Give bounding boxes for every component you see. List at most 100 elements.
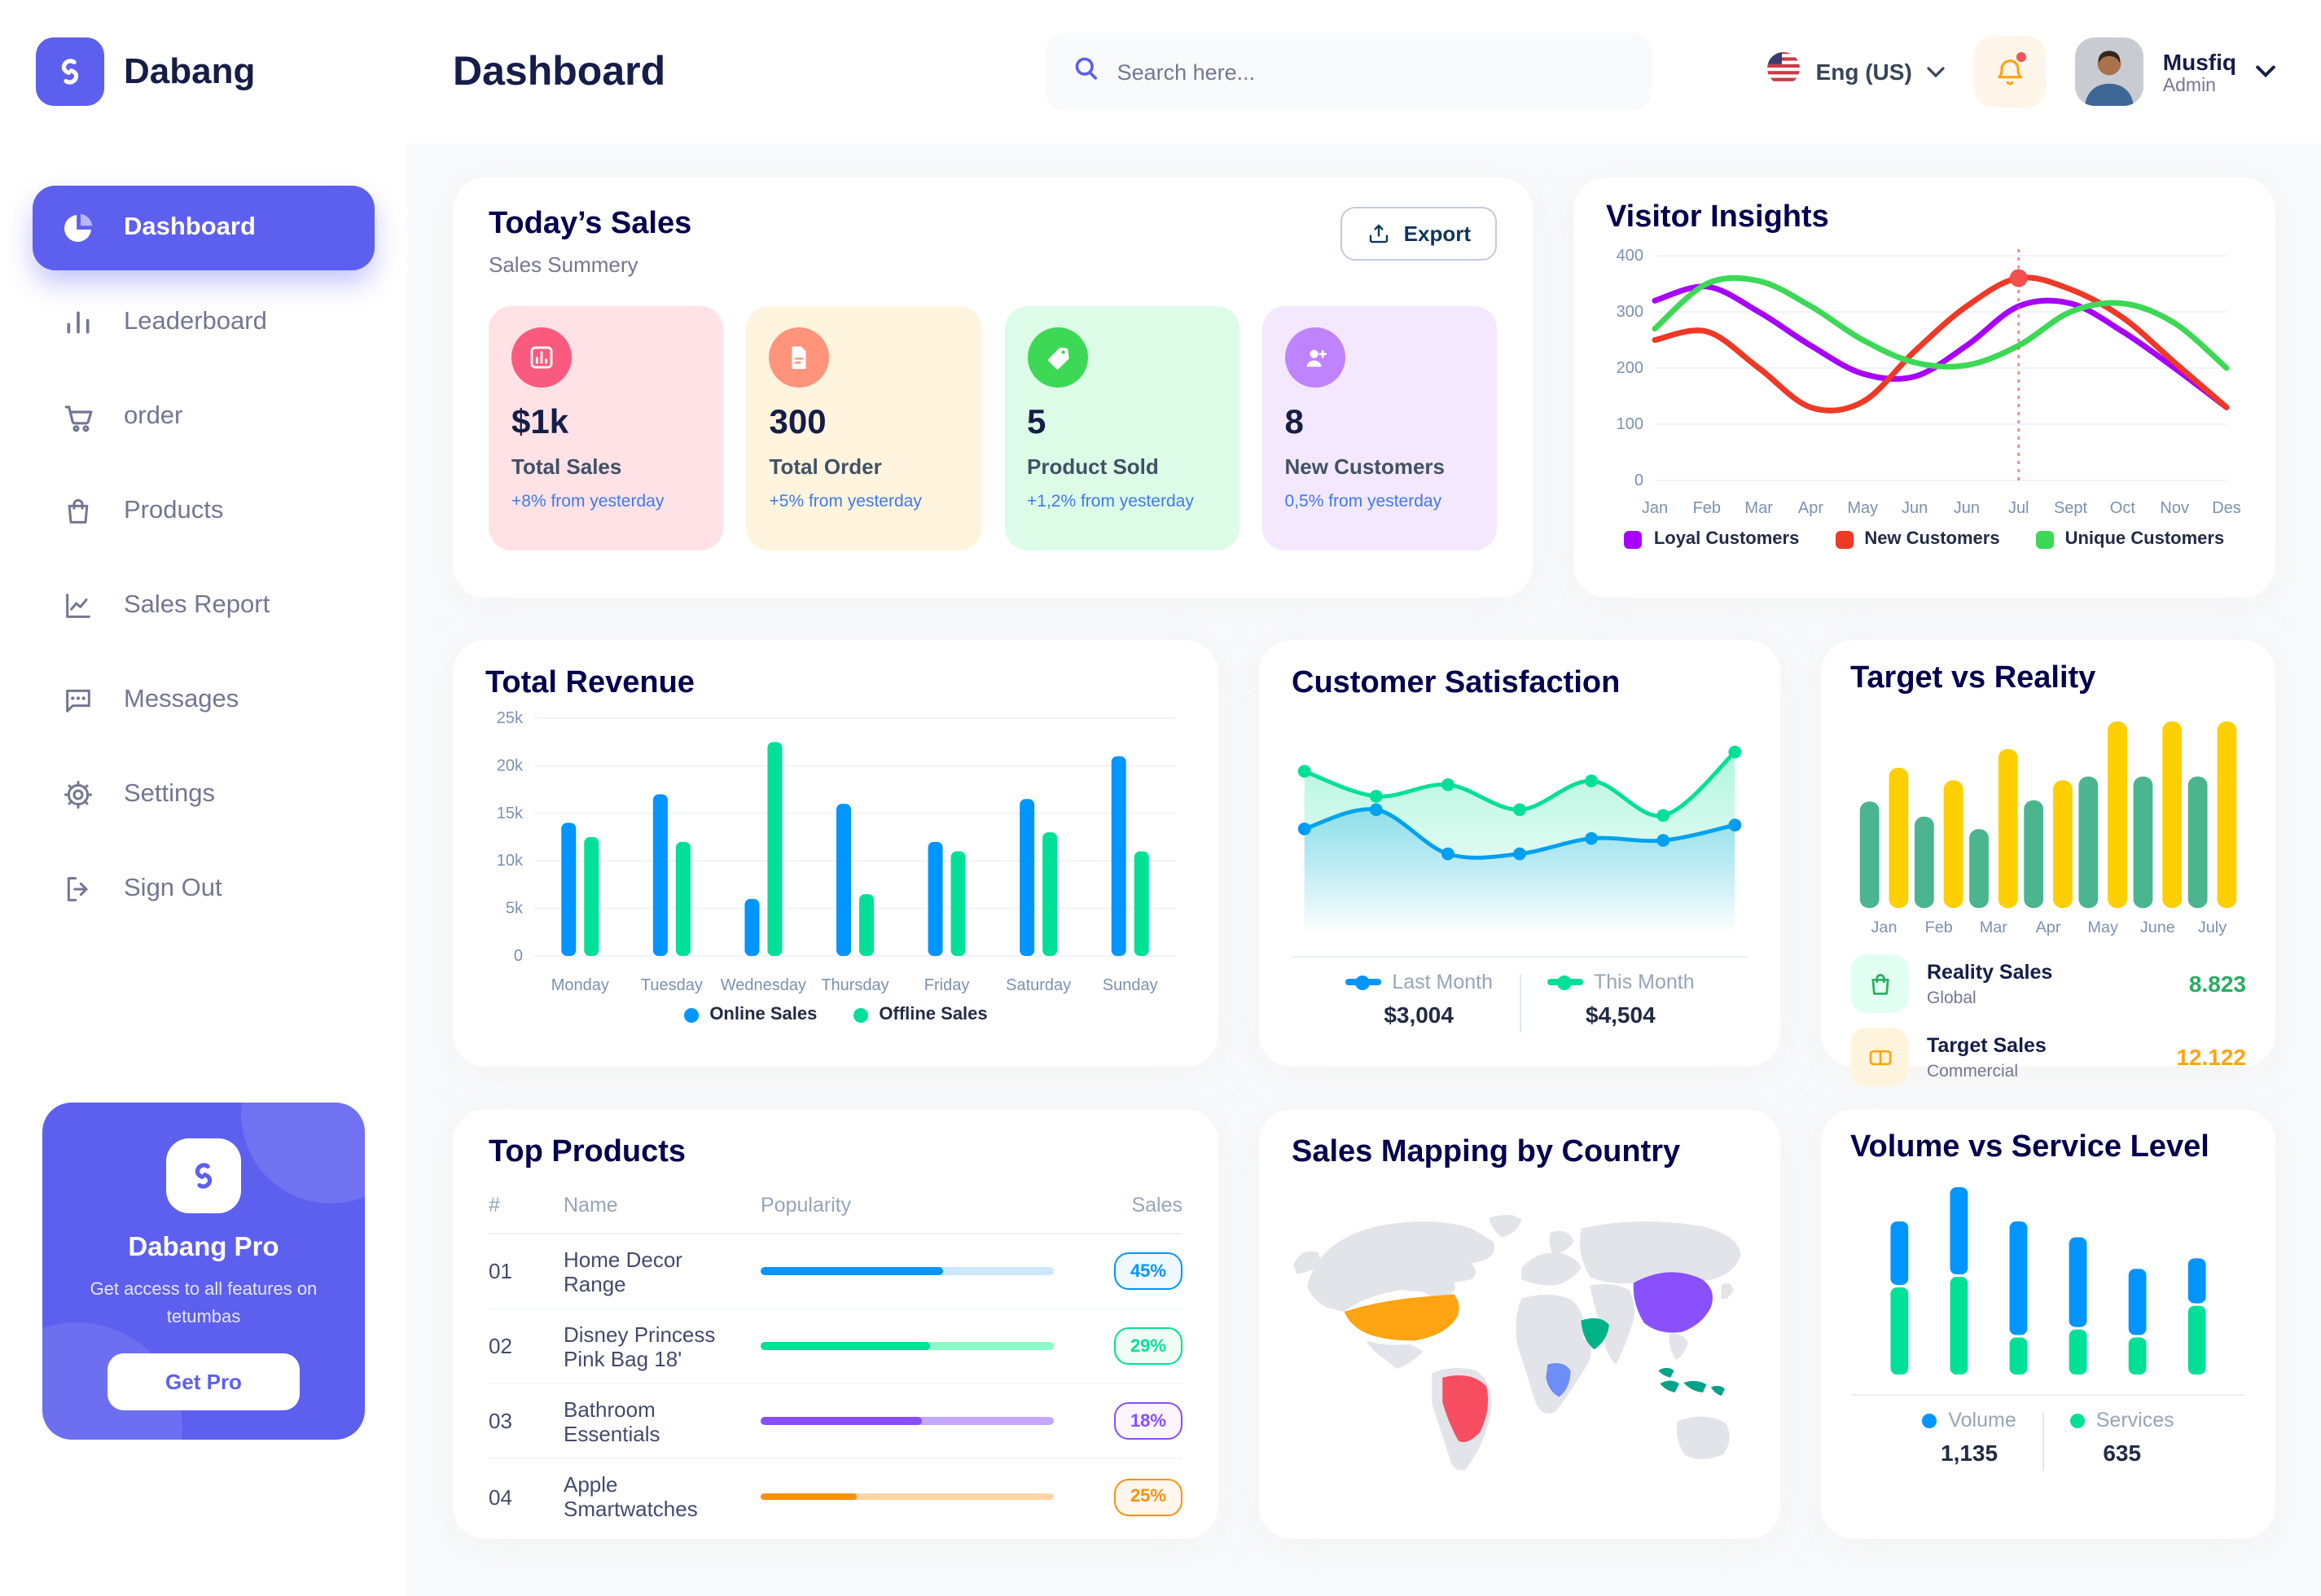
legend-label: New Customers [1864, 529, 2000, 549]
svg-text:Jun: Jun [1954, 499, 1980, 517]
map-country-dr-congo [1546, 1362, 1571, 1397]
profile-menu[interactable]: Musfiq Admin [2074, 37, 2275, 106]
stat-card-total-order: 300 Total Order +5% from yesterday [746, 306, 981, 550]
top-products-title: Top Products [489, 1135, 687, 1169]
target-vs-reality-chart: Jan Feb Mar Apr May June July [1850, 697, 2246, 941]
svg-text:10k: 10k [497, 852, 524, 870]
tag-icon [1027, 327, 1087, 388]
legend-dot [853, 1007, 868, 1022]
legend-line-icon [1547, 975, 1582, 989]
todays-sales-title: Today’s Sales [489, 207, 692, 241]
search-icon [1072, 53, 1101, 90]
sidebar-item-order[interactable]: order [33, 375, 375, 459]
svg-text:Tuesday: Tuesday [641, 976, 703, 994]
divider [1850, 1394, 2246, 1396]
upload-icon [1369, 224, 1388, 243]
svg-text:May: May [2087, 919, 2118, 936]
map-country-brazil [1442, 1375, 1489, 1442]
stat-card-total-sales: $1k Total Sales +8% from yesterday [489, 306, 724, 550]
stat-label: Total Sales [511, 454, 622, 479]
sidebar-item-dashboard[interactable]: Dashboard [33, 186, 375, 270]
legend-label: Last Month [1392, 971, 1493, 993]
svg-text:Jan: Jan [1871, 919, 1898, 936]
stat-card-product-sold: 5 Product Sold +1,2% from yesterday [1004, 306, 1239, 550]
svg-text:300: 300 [1617, 303, 1643, 321]
bag-icon [59, 492, 98, 531]
sidebar-item-leaderboard[interactable]: Leaderboard [33, 280, 375, 365]
column-name: Name [564, 1194, 618, 1217]
sidebar-item-sign-out[interactable]: Sign Out [33, 847, 375, 932]
legend-value: 635 [2103, 1440, 2142, 1466]
svg-text:Mar: Mar [1744, 499, 1773, 517]
notifications-button[interactable] [1973, 36, 2046, 107]
svg-text:July: July [2198, 919, 2227, 936]
table-row: 03 Bathroom Essentials 18% [489, 1384, 1182, 1459]
cart-icon [59, 397, 98, 436]
legend-line-icon [1345, 975, 1381, 989]
search-bar[interactable] [1045, 33, 1652, 111]
legend-item: Services 635 [2069, 1409, 2174, 1466]
legend-item: Volume 1,135 [1922, 1409, 2016, 1466]
target-vs-reality-title: Target vs Reality [1850, 661, 2096, 695]
us-flag-icon [1766, 50, 1801, 94]
notification-dot [2014, 50, 2028, 64]
total-revenue-chart: 0 5k 10k 15k 20k 25k Monday Tuesday Wednesday Thu… [485, 702, 1186, 998]
svg-text:0: 0 [1634, 471, 1643, 489]
svg-text:200: 200 [1617, 359, 1643, 377]
svg-text:400: 400 [1617, 247, 1643, 265]
svg-text:Wednesday: Wednesday [721, 976, 806, 994]
ticket-icon [1850, 1028, 1909, 1086]
pro-upgrade-card: Dabang Pro Get access to all features on… [42, 1103, 365, 1440]
brand-name: Dabang [124, 50, 256, 91]
sidebar-item-settings[interactable]: Settings [33, 752, 375, 837]
volume-service-chart [1850, 1166, 2246, 1388]
avatar [2074, 37, 2143, 106]
legend-value: 12.122 [2176, 1044, 2246, 1070]
legend-item: Last Month $3,004 [1345, 971, 1493, 1028]
divider [2042, 1412, 2044, 1471]
sidebar-item-sales-report[interactable]: Sales Report [33, 563, 375, 648]
get-pro-button[interactable]: Get Pro [107, 1353, 300, 1410]
popularity-bar [761, 1493, 1078, 1501]
legend-value: $4,504 [1586, 1002, 1656, 1028]
table-row: 04 Apple Smartwatches 25% [489, 1459, 1182, 1534]
total-revenue-legend: Online Sales Offline Sales [485, 1005, 1186, 1024]
legend-value: 8.823 [2188, 971, 2246, 997]
svg-text:Feb: Feb [1693, 499, 1721, 517]
brand: Dabang [0, 37, 407, 106]
gear-icon [59, 775, 98, 814]
search-input[interactable] [1117, 59, 1626, 84]
sidebar-item-messages[interactable]: Messages [33, 658, 375, 743]
legend-item: Unique Customers [2035, 529, 2225, 549]
sidebar-item-products[interactable]: Products [33, 469, 375, 554]
legend-label: Unique Customers [2064, 529, 2225, 549]
legend-label: Offline Sales [879, 1005, 988, 1024]
top-products-card: Top Products # Name Popularity Sales 01 … [453, 1109, 1218, 1539]
bar-chart-icon [511, 327, 572, 388]
svg-text:25k: 25k [497, 709, 524, 727]
svg-text:Nov: Nov [2160, 499, 2189, 517]
column-sales: Sales [1131, 1194, 1182, 1217]
visitor-insights-card: Visitor Insights 0 100 200 300 400 Jan Feb Mar A… [1573, 178, 2275, 598]
export-button[interactable]: Export [1340, 207, 1497, 261]
column-num: # [489, 1194, 500, 1217]
popularity-bar [761, 1417, 1078, 1425]
user-plus-icon [1284, 327, 1345, 388]
bell-icon [1997, 59, 2022, 86]
popularity-bar [761, 1267, 1078, 1275]
svg-text:Saturday: Saturday [1006, 976, 1071, 994]
svg-text:Friday: Friday [924, 976, 970, 994]
map-country-usa [1344, 1294, 1459, 1341]
sidebar-item-label: Settings [124, 780, 216, 808]
visitor-insights-legend: Loyal Customers New Customers Unique Cus… [1606, 529, 2243, 549]
volume-service-card: Volume vs Service Level Volume 1,135 [1821, 1109, 2275, 1539]
product-num: 04 [489, 1484, 512, 1509]
product-num: 02 [489, 1334, 512, 1358]
language-selector[interactable]: Eng (US) [1766, 50, 1945, 94]
svg-text:5k: 5k [506, 900, 524, 918]
legend-text: Reality Sales Global [1927, 960, 2052, 1007]
stat-value: 5 [1027, 404, 1046, 441]
product-num: 01 [489, 1259, 512, 1283]
export-label: Export [1403, 221, 1471, 246]
sales-mapping-card: Sales Mapping by Country [1259, 1109, 1780, 1539]
